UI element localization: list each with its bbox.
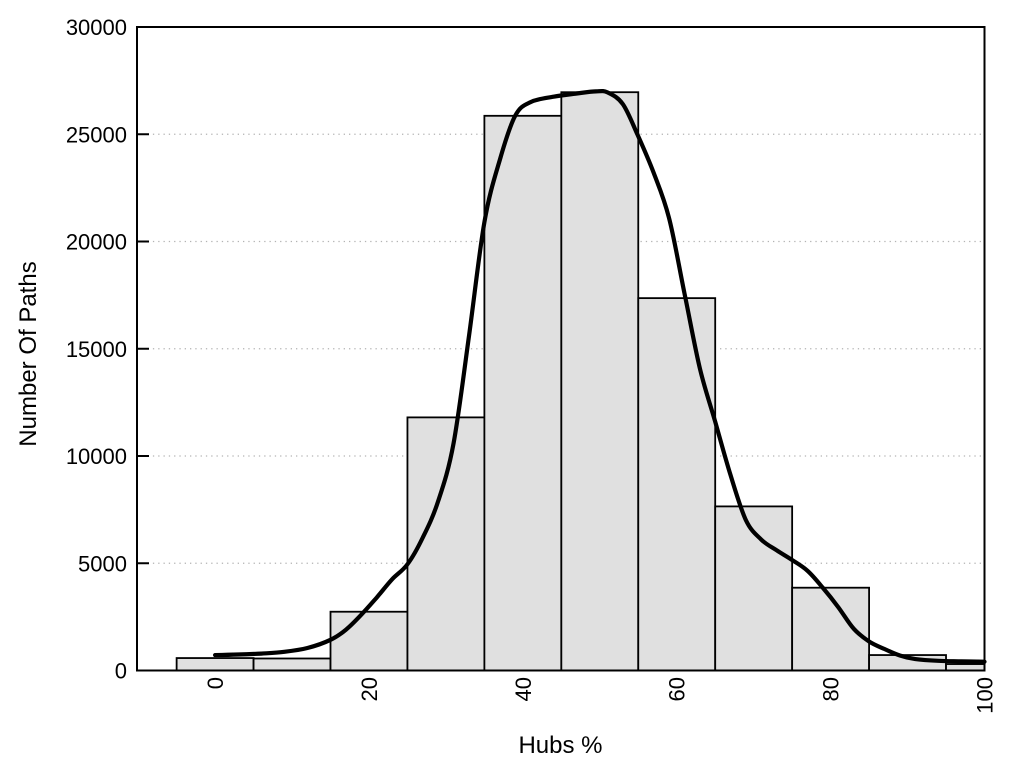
x-tick-label: 80: [819, 677, 844, 701]
y-tick-label: 0: [115, 659, 127, 684]
x-tick-label: 60: [665, 677, 690, 701]
y-tick-label: 20000: [66, 230, 127, 255]
x-axis-title: Hubs %: [518, 732, 602, 759]
histogram-bar: [175, 657, 255, 672]
x-tick-label: 40: [511, 677, 536, 701]
plot-frame: [136, 26, 986, 672]
histogram-bar: [560, 91, 640, 672]
y-tick-label: 10000: [66, 444, 127, 469]
density-curve-layer: [212, 88, 987, 664]
histogram-bar: [483, 114, 563, 672]
y-tick-label: 25000: [66, 122, 127, 147]
histogram-bars-layer: [175, 91, 986, 672]
y-tick-label: 30000: [66, 15, 127, 40]
y-tick-label: 15000: [66, 337, 127, 362]
tick-labels-layer: 0 5000 10000 15000 20000 25000 30000 0 20 40 60 80 1…: [66, 15, 998, 714]
y-tick-label: 5000: [78, 551, 127, 576]
histogram-bar: [329, 610, 409, 672]
plot-frame-layer: [136, 26, 986, 672]
y-axis-title: Number Of Paths: [15, 261, 42, 446]
histogram-bar: [252, 657, 332, 672]
histogram-bar: [637, 297, 717, 672]
x-tick-label: 20: [357, 677, 382, 701]
x-tick-label: 100: [973, 677, 998, 714]
density-curve: [212, 88, 987, 664]
x-tick-label: 0: [203, 677, 228, 689]
